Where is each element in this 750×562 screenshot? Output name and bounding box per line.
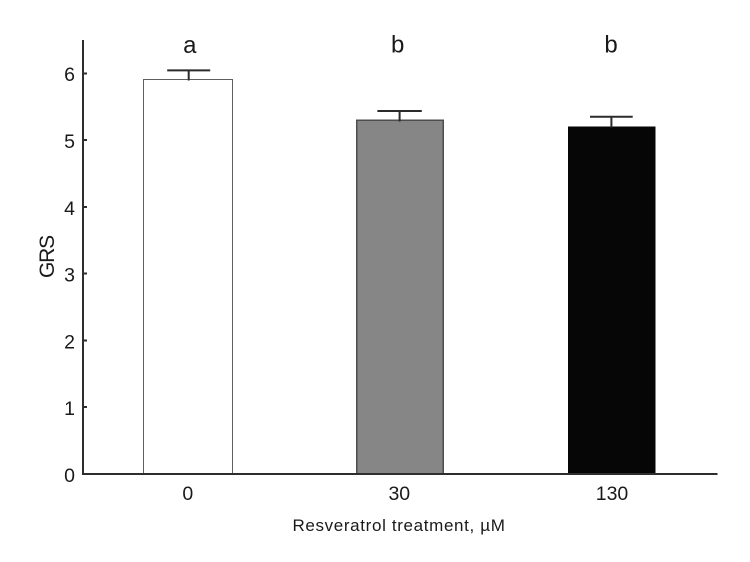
svg-text:6: 6 (64, 64, 75, 86)
svg-text:Resveratrol treatment, µM: Resveratrol treatment, µM (292, 516, 505, 535)
svg-text:b: b (604, 31, 617, 58)
svg-text:0: 0 (182, 483, 193, 505)
svg-text:3: 3 (64, 265, 75, 287)
svg-text:2: 2 (64, 331, 75, 353)
svg-text:a: a (183, 32, 197, 59)
svg-text:30: 30 (388, 483, 410, 505)
svg-text:5: 5 (64, 131, 75, 153)
svg-text:b: b (391, 32, 404, 59)
svg-text:1: 1 (64, 398, 75, 420)
svg-text:130: 130 (596, 483, 629, 505)
svg-text:4: 4 (64, 198, 75, 220)
svg-text:0: 0 (64, 465, 75, 487)
svg-text:GRS: GRS (36, 235, 59, 278)
